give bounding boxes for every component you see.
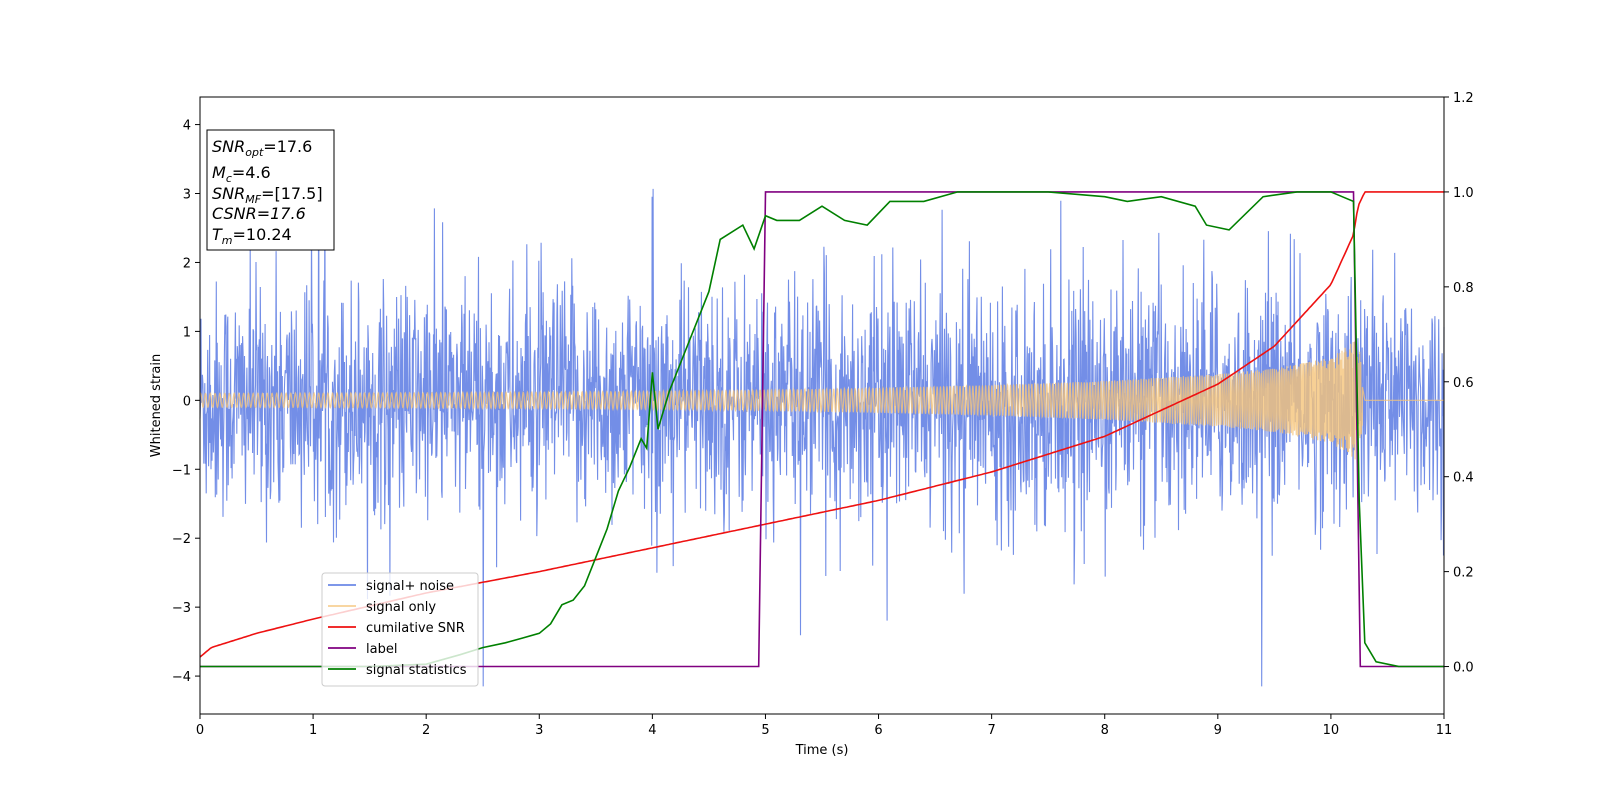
legend: signal+ noise signal only cumilative SNR la… xyxy=(321,572,479,687)
info-snr-opt: SNRopt=17.6 xyxy=(212,137,312,159)
legend-entry: label xyxy=(366,642,397,657)
signal-statistics-line xyxy=(200,191,1444,668)
legend-entry: signal only xyxy=(366,600,436,615)
y-tick-label: −2 xyxy=(172,532,191,547)
y-tick-label: 3 xyxy=(183,188,191,203)
legend-entry: signal statistics xyxy=(366,663,467,678)
y-right-tick-label: 0.0 xyxy=(1453,661,1474,676)
legend-entry: signal+ noise xyxy=(366,579,454,594)
y-tick-label: 0 xyxy=(183,394,191,409)
info-box-frame xyxy=(206,129,335,251)
x-tick-label: 7 xyxy=(987,723,995,738)
y-tick-label: −1 xyxy=(172,463,191,478)
y-tick-label: −4 xyxy=(172,670,191,685)
legend-entry: cumilative SNR xyxy=(366,621,465,636)
y-right-tick-label: 1.0 xyxy=(1453,186,1474,201)
x-tick-label: 3 xyxy=(535,723,543,738)
x-tick-label: 10 xyxy=(1323,723,1340,738)
x-tick-label: 4 xyxy=(648,723,656,738)
y-right-tick-label: 0.6 xyxy=(1453,376,1474,391)
plot-frame xyxy=(199,96,1445,715)
y-axis-label: Whitened strain xyxy=(149,354,164,457)
x-tick-label: 9 xyxy=(1214,723,1222,738)
x-tick-label: 1 xyxy=(309,723,317,738)
x-tick-label: 5 xyxy=(761,723,769,738)
x-axis-label: Time (s) xyxy=(795,743,849,758)
y-right-tick-label: 0.8 xyxy=(1453,281,1474,296)
x-tick-label: 0 xyxy=(196,723,204,738)
y-right-tick-label: 0.4 xyxy=(1453,471,1474,486)
x-tick-label: 11 xyxy=(1436,723,1453,738)
info-box: SNRopt=17.6 Mc=4.6 SNRMF=[17.5] CSNR=17.… xyxy=(206,129,335,251)
y-tick-label: 2 xyxy=(183,256,191,271)
y-tick-label: 4 xyxy=(183,119,191,134)
legend-frame xyxy=(321,572,479,687)
label-line xyxy=(200,191,1444,668)
x-tick-label: 6 xyxy=(874,723,882,738)
y-tick-label: 1 xyxy=(183,325,191,340)
info-csnr: CSNR=17.6 xyxy=(212,204,306,223)
y-tick-label: −3 xyxy=(172,601,191,616)
y-right-tick-label: 0.2 xyxy=(1453,566,1474,581)
info-tm: Tm=10.24 xyxy=(212,225,292,247)
signal-only-series xyxy=(199,341,1444,460)
axes: 0 1 2 3 4 5 6 7 8 9 10 11 −4 −3 −2 −1 0 1 2 3 4 0.0 0.2 0.4 0.6 0… xyxy=(172,91,1474,738)
x-tick-label: 8 xyxy=(1101,723,1109,738)
info-snr-mf: SNRMF=[17.5] xyxy=(212,184,323,206)
x-tick-label: 2 xyxy=(422,723,430,738)
y-right-tick-label: 1.2 xyxy=(1453,91,1474,106)
signal-only-line xyxy=(199,341,1444,460)
info-mc: Mc=4.6 xyxy=(212,163,271,185)
